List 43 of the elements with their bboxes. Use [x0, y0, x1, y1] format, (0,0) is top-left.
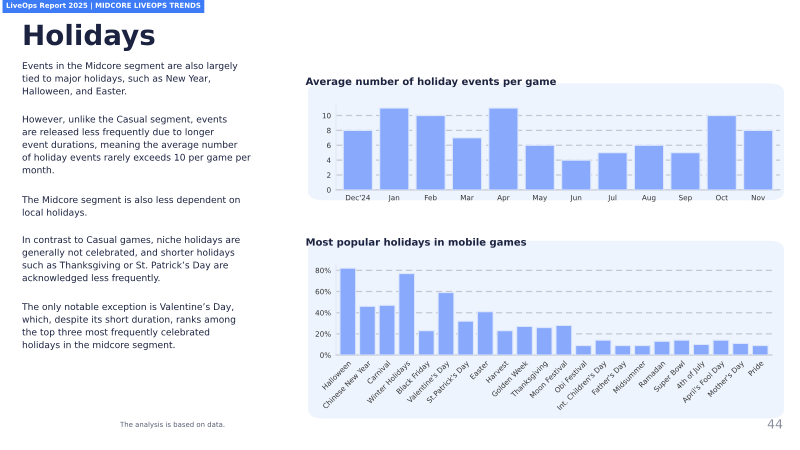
chart-title: Most popular holidays in mobile games: [306, 238, 526, 248]
text: However, unlike the Casual segment, events are released less frequently due to longer event durations, meaning the average number of holiday events rarely exceeds 10 per game per month.: [22, 116, 251, 174]
bar: [536, 326, 553, 356]
bar: [634, 344, 651, 356]
bar: [575, 344, 592, 356]
text: Events in the Midcore segment are also largely tied to major holidays, such as New Year, Halloween, and Easter.: [22, 62, 238, 96]
bar: [712, 340, 730, 356]
bar: [457, 320, 474, 356]
bar: [379, 108, 410, 190]
bar: [752, 344, 769, 356]
bar: [438, 292, 454, 356]
bar: [476, 311, 494, 356]
bar: [654, 340, 670, 356]
bar: [555, 324, 572, 356]
bar: [597, 152, 628, 190]
bar: [673, 340, 690, 356]
bar: [416, 114, 446, 190]
bar: [524, 144, 555, 190]
bar: [339, 268, 356, 356]
bar: [378, 304, 396, 356]
bar: [614, 344, 632, 356]
bar: [398, 272, 416, 356]
bar: [732, 342, 749, 356]
bar: [594, 340, 612, 356]
bar: [516, 326, 533, 356]
bar: [342, 130, 373, 190]
bar: [418, 330, 435, 356]
chart-title: Average number of holiday events per game: [306, 77, 556, 88]
bar: [670, 152, 700, 190]
text: The Midcore segment is also less dependent on local holidays.: [22, 196, 240, 218]
text: The only notable exception is Valentine’s Day, which, despite its short duration, ranks among the top three most frequently celebrated holidays in the midcore segment.: [22, 303, 236, 350]
bar: [634, 144, 664, 190]
text: Holidays: [24, 24, 154, 51]
bar: [488, 108, 519, 190]
bar: [452, 137, 482, 190]
text: 44: [768, 419, 782, 428]
bar: [496, 330, 514, 356]
bar: [692, 344, 710, 356]
bar: [359, 306, 376, 356]
bar: [561, 160, 592, 190]
bar: [743, 130, 774, 190]
bar: [706, 114, 737, 190]
text: In contrast to Casual games, niche holidays are generally not celebrated, and shorter holidays such as Thanksgiving or St. Patrick’s Day are acknowledged less frequently.: [22, 236, 240, 283]
